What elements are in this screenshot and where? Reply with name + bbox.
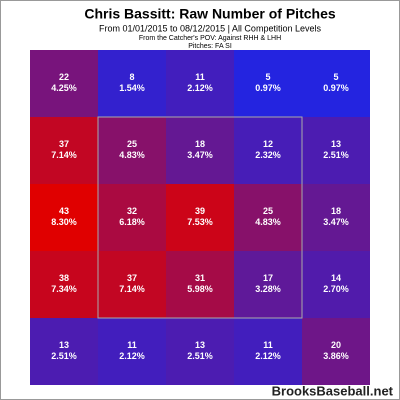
cell-percent: 2.12% bbox=[255, 351, 281, 361]
pitches-note: Pitches: FA SI bbox=[188, 43, 232, 50]
cell bbox=[166, 184, 234, 251]
cell-count: 11 bbox=[263, 340, 273, 350]
strike-zone bbox=[97, 116, 303, 319]
cell bbox=[30, 50, 98, 117]
cell-count: 25 bbox=[263, 206, 273, 216]
cell-count: 11 bbox=[195, 72, 205, 82]
cell-count: 38 bbox=[59, 273, 69, 283]
cell-percent: 0.97% bbox=[255, 83, 281, 93]
cell bbox=[166, 318, 234, 385]
cell-count: 32 bbox=[127, 206, 137, 216]
cell-percent: 3.47% bbox=[323, 217, 349, 227]
cell-count: 13 bbox=[195, 340, 205, 350]
cell bbox=[302, 117, 370, 184]
cell-percent: 3.28% bbox=[255, 284, 281, 294]
cell-count: 5 bbox=[265, 72, 270, 82]
cell bbox=[234, 50, 302, 117]
cell-percent: 4.83% bbox=[119, 150, 145, 160]
cell-count: 8 bbox=[129, 72, 134, 82]
cell-percent: 7.14% bbox=[119, 284, 145, 294]
cell-percent: 2.51% bbox=[51, 351, 77, 361]
cell-count: 37 bbox=[127, 273, 137, 283]
cell-percent: 6.18% bbox=[119, 217, 145, 227]
cell-percent: 2.51% bbox=[187, 351, 213, 361]
cell-percent: 7.14% bbox=[51, 150, 77, 160]
cell-percent: 5.98% bbox=[187, 284, 213, 294]
cell-percent: 2.12% bbox=[119, 351, 145, 361]
cell-percent: 4.83% bbox=[255, 217, 281, 227]
cell bbox=[234, 251, 302, 318]
cell bbox=[302, 50, 370, 117]
cell-count: 14 bbox=[331, 273, 341, 283]
cell-percent: 8.30% bbox=[51, 217, 77, 227]
pov-note: From the Catcher's POV: Against RHH & LH… bbox=[139, 35, 281, 42]
cell bbox=[166, 251, 234, 318]
cell-count: 17 bbox=[263, 273, 273, 283]
cell bbox=[166, 117, 234, 184]
cell bbox=[234, 318, 302, 385]
cell bbox=[166, 50, 234, 117]
cell-count: 13 bbox=[59, 340, 69, 350]
cell bbox=[98, 117, 166, 184]
cell-count: 31 bbox=[195, 273, 205, 283]
cell bbox=[234, 184, 302, 251]
cell-count: 20 bbox=[331, 340, 341, 350]
cell-percent: 2.12% bbox=[187, 83, 213, 93]
cell-count: 37 bbox=[59, 139, 69, 149]
cell-count: 43 bbox=[59, 206, 69, 216]
cell-count: 13 bbox=[331, 139, 341, 149]
cell-count: 12 bbox=[263, 139, 273, 149]
cell bbox=[98, 184, 166, 251]
cell-count: 5 bbox=[333, 72, 338, 82]
cell bbox=[234, 117, 302, 184]
cell bbox=[98, 251, 166, 318]
cell-percent: 7.34% bbox=[51, 284, 77, 294]
cell-percent: 1.54% bbox=[119, 83, 145, 93]
cell bbox=[30, 251, 98, 318]
cell-count: 25 bbox=[127, 139, 137, 149]
cell bbox=[98, 50, 166, 117]
cell-percent: 0.97% bbox=[323, 83, 349, 93]
cell-percent: 3.47% bbox=[187, 150, 213, 160]
chart-subtitle: From 01/01/2015 to 08/12/2015 | All Comp… bbox=[99, 23, 321, 33]
cell-count: 22 bbox=[59, 72, 69, 82]
cell bbox=[302, 251, 370, 318]
cell-percent: 2.51% bbox=[323, 150, 349, 160]
cell bbox=[98, 318, 166, 385]
cell bbox=[302, 184, 370, 251]
cell-percent: 2.70% bbox=[323, 284, 349, 294]
cell-count: 39 bbox=[195, 206, 205, 216]
cell-count: 18 bbox=[195, 139, 205, 149]
cell bbox=[30, 318, 98, 385]
cell-percent: 2.32% bbox=[255, 150, 281, 160]
cell-percent: 7.53% bbox=[187, 217, 213, 227]
cell bbox=[302, 318, 370, 385]
cell-count: 18 bbox=[331, 206, 341, 216]
watermark: BrooksBaseball.net bbox=[272, 383, 394, 398]
cell bbox=[30, 184, 98, 251]
chart-title: Chris Bassitt: Raw Number of Pitches bbox=[84, 6, 335, 22]
grid: 224.25%81.54%112.12%50.97%50.97%377.14%2… bbox=[30, 50, 370, 385]
cell bbox=[30, 117, 98, 184]
cell-percent: 4.25% bbox=[51, 83, 77, 93]
cell-count: 11 bbox=[127, 340, 137, 350]
cell-percent: 3.86% bbox=[323, 351, 349, 361]
